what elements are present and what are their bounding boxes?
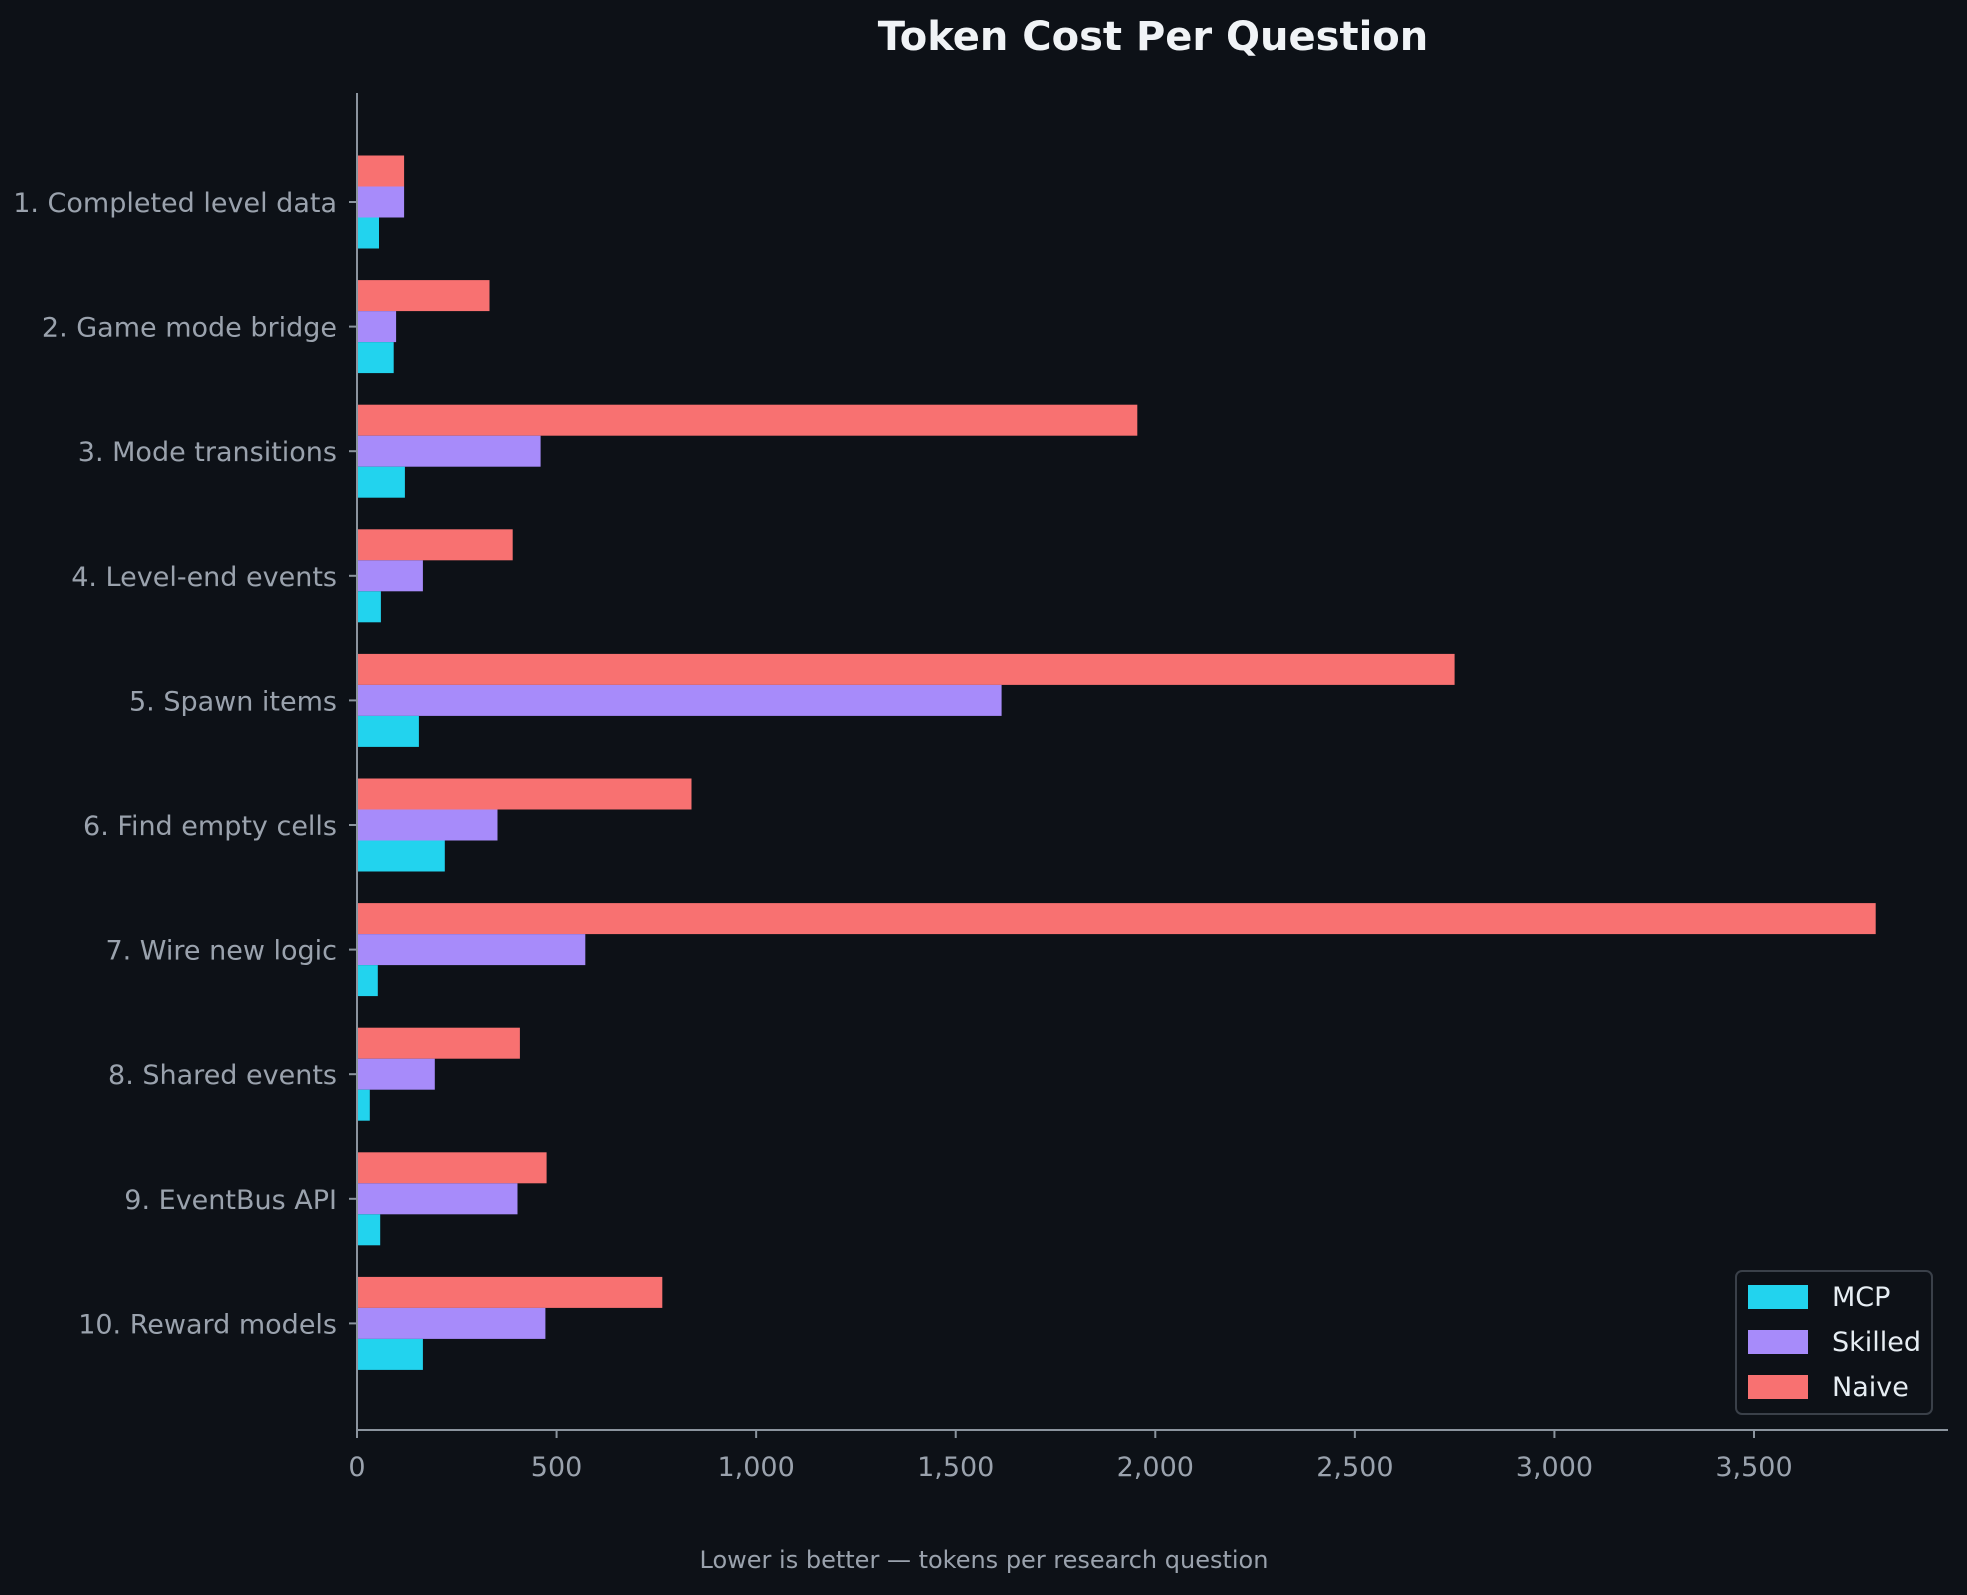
x-tick-label-2000: 2,000	[1117, 1452, 1194, 1483]
y-tick-label-9: 9. EventBus API	[124, 1185, 337, 1216]
bar-naive-3	[357, 404, 1138, 436]
bar-mcp-7	[357, 965, 378, 997]
bar-naive-7	[357, 903, 1876, 935]
bar-skilled-8	[357, 1058, 435, 1090]
x-tick-label-2500: 2,500	[1316, 1452, 1393, 1483]
legend-label-skilled: Skilled	[1832, 1327, 1921, 1358]
bar-skilled-7	[357, 934, 586, 966]
legend-swatch-mcp	[1748, 1285, 1808, 1309]
bar-mcp-4	[357, 591, 381, 623]
bar-skilled-4	[357, 560, 423, 592]
bar-naive-1	[357, 155, 405, 187]
bar-naive-2	[357, 280, 490, 312]
bar-naive-9	[357, 1152, 547, 1184]
y-tick-label-6: 6. Find empty cells	[83, 811, 337, 842]
bar-mcp-10	[357, 1338, 423, 1370]
legend-swatch-skilled	[1748, 1330, 1808, 1354]
y-tick-label-2: 2. Game mode bridge	[42, 313, 337, 344]
bar-mcp-5	[357, 715, 419, 747]
y-tick-label-5: 5. Spawn items	[129, 686, 337, 717]
y-tick-label-8: 8. Shared events	[108, 1060, 337, 1091]
legend: MCP Skilled Naive	[1735, 1270, 1933, 1415]
legend-label-naive: Naive	[1832, 1372, 1909, 1403]
chart-footnote: Lower is better — tokens per research qu…	[700, 1546, 1269, 1574]
x-tick-label-3500: 3,500	[1715, 1452, 1792, 1483]
bar-skilled-2	[357, 311, 397, 343]
bar-mcp-1	[357, 217, 379, 249]
bar-skilled-1	[357, 186, 405, 218]
bar-mcp-9	[357, 1214, 381, 1246]
x-tick-label-3000: 3,000	[1516, 1452, 1593, 1483]
legend-swatch-naive	[1748, 1375, 1808, 1399]
axes-layer: 1. Completed level data 2. Game mode brid…	[13, 93, 1948, 1483]
x-tick-label-0: 0	[348, 1452, 365, 1483]
bar-mcp-3	[357, 466, 405, 498]
bar-skilled-3	[357, 435, 541, 467]
x-tick-label-1000: 1,000	[717, 1452, 794, 1483]
y-tick-label-10: 10. Reward models	[78, 1309, 337, 1340]
legend-label-mcp: MCP	[1832, 1282, 1890, 1313]
bar-naive-4	[357, 529, 513, 561]
bar-mcp-8	[357, 1089, 370, 1121]
bar-naive-8	[357, 1027, 520, 1059]
y-tick-label-1: 1. Completed level data	[13, 188, 337, 219]
x-tick-label-1500: 1,500	[917, 1452, 994, 1483]
bar-skilled-5	[357, 684, 1002, 716]
bar-skilled-10	[357, 1307, 546, 1339]
y-tick-label-4: 4. Level-end events	[71, 562, 337, 593]
bar-naive-6	[357, 778, 692, 810]
x-tick-label-500: 500	[531, 1452, 583, 1483]
y-tick-label-7: 7. Wire new logic	[105, 936, 337, 967]
bar-skilled-9	[357, 1183, 518, 1215]
y-tick-label-3: 3. Mode transitions	[78, 437, 337, 468]
chart-title: Token Cost Per Question	[878, 14, 1429, 60]
bar-mcp-2	[357, 342, 394, 374]
bar-skilled-6	[357, 809, 498, 841]
bars-layer	[357, 155, 1876, 1370]
bar-naive-10	[357, 1276, 663, 1308]
bar-naive-5	[357, 653, 1455, 685]
bar-mcp-6	[357, 840, 445, 872]
